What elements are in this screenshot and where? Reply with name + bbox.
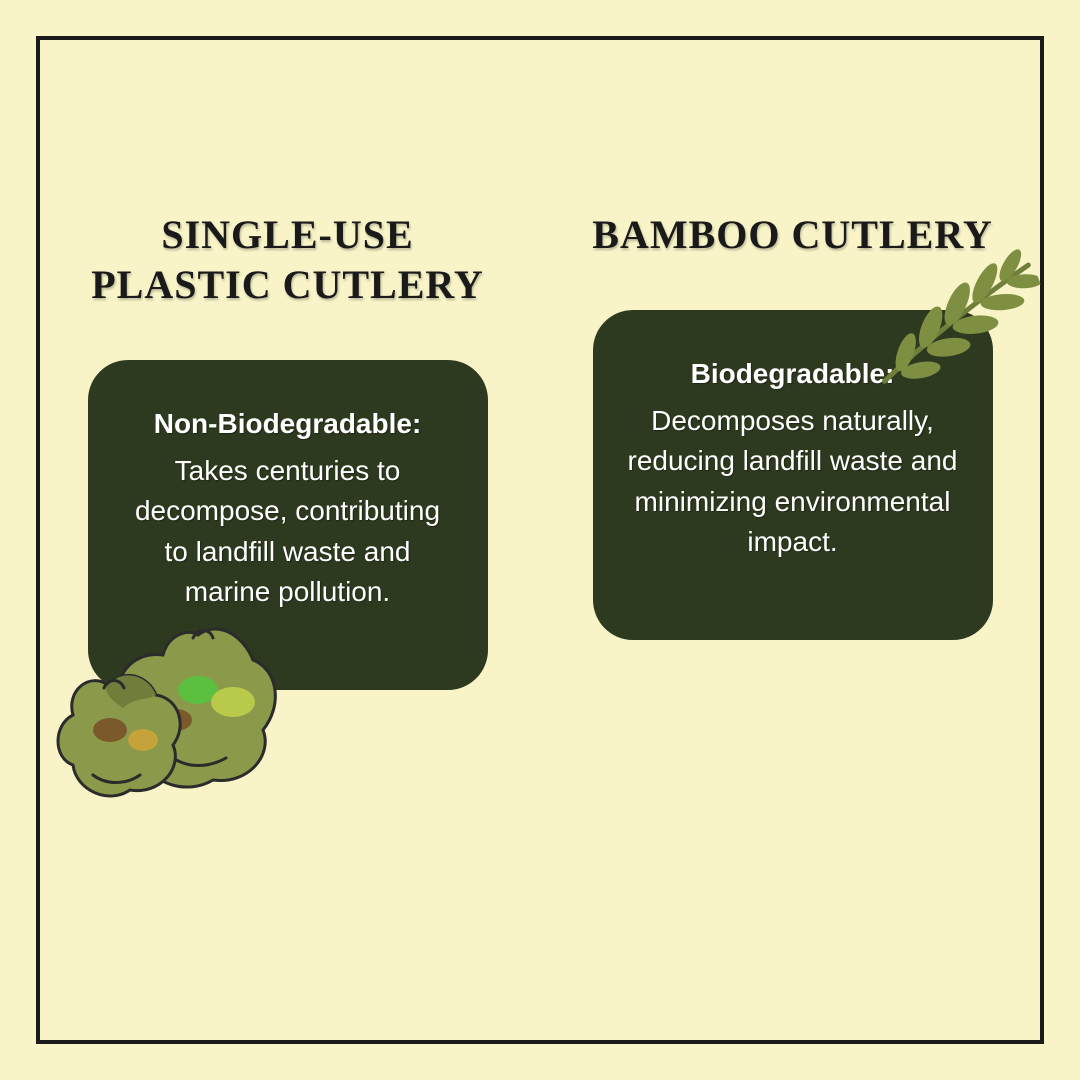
right-column: BAMBOO CUTLERY Biodegradable: Decomposes… bbox=[575, 210, 1010, 690]
left-card: Non-Biodegradable: Takes centuries to de… bbox=[88, 360, 488, 690]
right-card: Biodegradable: Decomposes naturally, red… bbox=[593, 310, 993, 640]
right-heading: BAMBOO CUTLERY bbox=[592, 210, 992, 260]
left-heading: SINGLE-USE PLASTIC CUTLERY bbox=[70, 210, 505, 310]
left-column: SINGLE-USE PLASTIC CUTLERY Non-Biodegrad… bbox=[70, 210, 505, 690]
right-card-body: Decomposes naturally, reducing landfill … bbox=[628, 405, 958, 558]
left-card-body: Takes centuries to decompose, contributi… bbox=[135, 455, 440, 608]
left-card-title: Non-Biodegradable: bbox=[122, 404, 454, 445]
trash-bags-icon bbox=[48, 590, 308, 820]
